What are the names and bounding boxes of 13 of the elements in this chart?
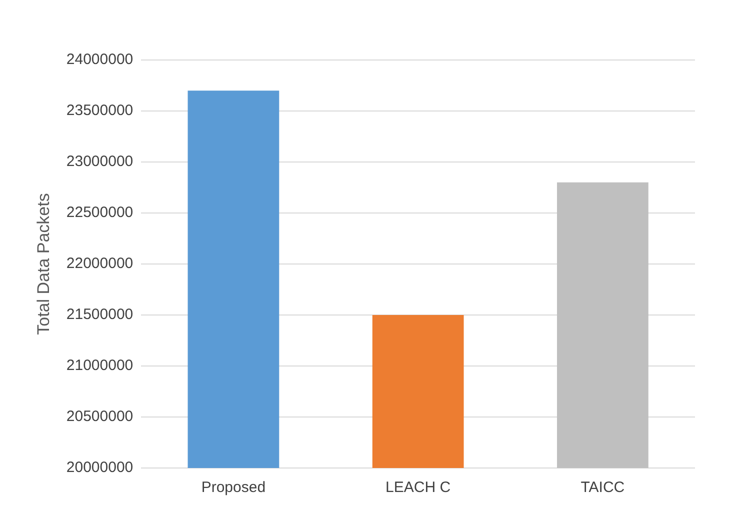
y-tick-label: 20000000: [66, 459, 134, 476]
y-tick-label: 23000000: [66, 153, 134, 170]
y-tick-label: 24000000: [66, 51, 134, 68]
y-tick-label: 22000000: [66, 255, 134, 272]
x-tick-label: Proposed: [201, 479, 266, 496]
x-tick-label: TAICC: [580, 479, 625, 496]
y-tick-label: 20500000: [66, 408, 134, 426]
y-tick-label: 21000000: [66, 357, 134, 374]
x-tick-label: LEACH C: [386, 479, 451, 496]
y-tick-label: 23500000: [66, 102, 134, 120]
y-tick-label: 22500000: [66, 204, 134, 222]
y-tick-label: 21500000: [66, 306, 134, 324]
y-axis-title: Total Data Packets: [34, 193, 53, 335]
